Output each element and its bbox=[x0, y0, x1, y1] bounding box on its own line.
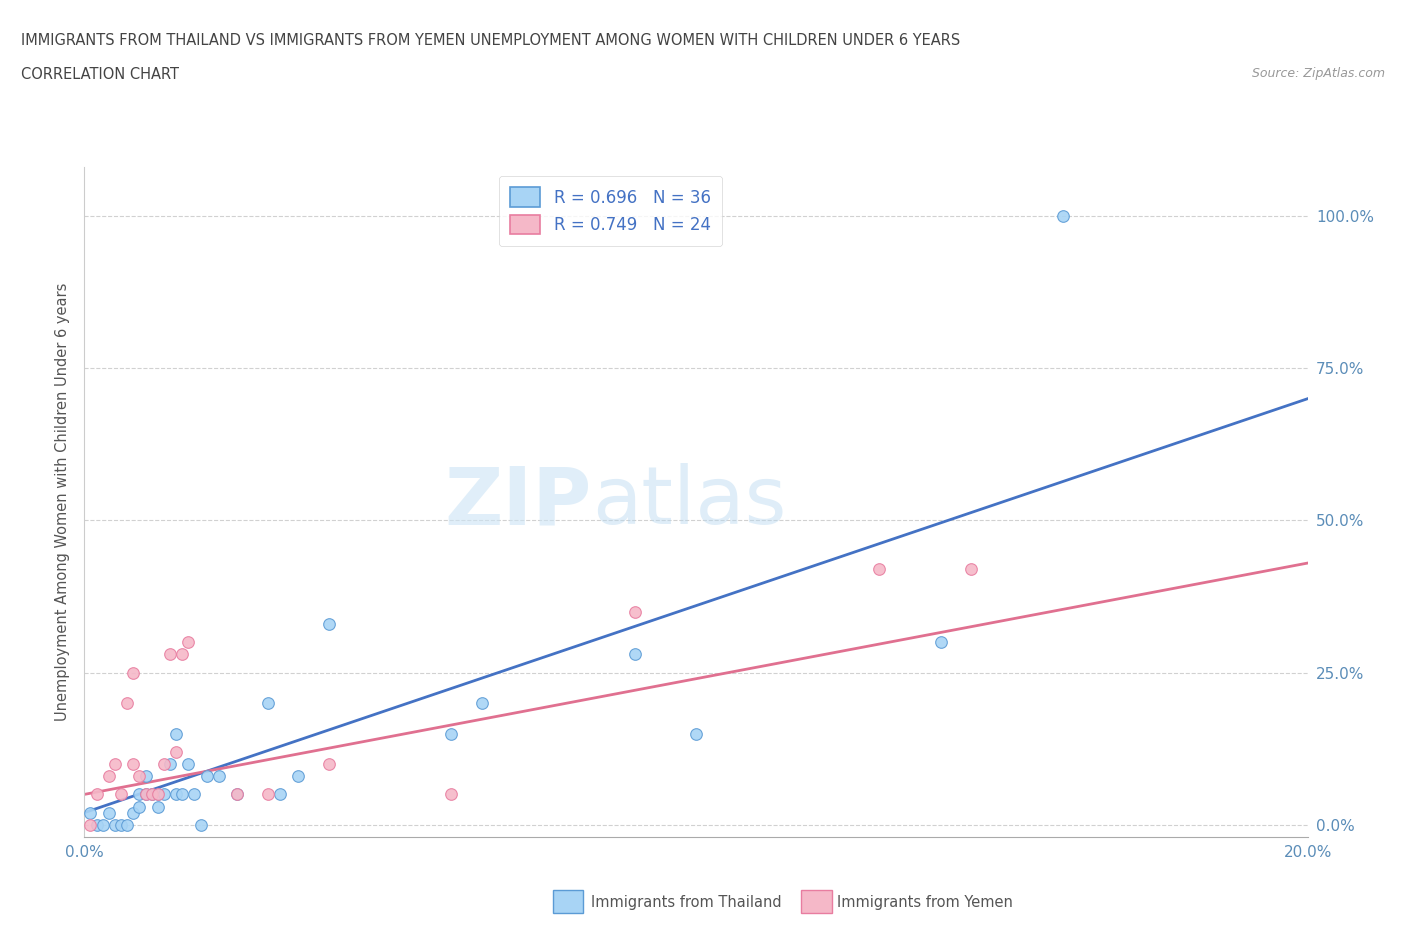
Text: ZIP: ZIP bbox=[444, 463, 592, 541]
Point bbox=[318, 617, 340, 631]
Point bbox=[177, 756, 200, 771]
Point bbox=[183, 787, 205, 802]
Legend: R = 0.696   N = 36, R = 0.749   N = 24: R = 0.696 N = 36, R = 0.749 N = 24 bbox=[499, 176, 723, 246]
Text: Source: ZipAtlas.com: Source: ZipAtlas.com bbox=[1251, 67, 1385, 80]
Point bbox=[146, 787, 169, 802]
Point bbox=[86, 817, 108, 832]
Point bbox=[869, 562, 891, 577]
Point bbox=[79, 805, 101, 820]
Point bbox=[172, 787, 194, 802]
Point bbox=[128, 799, 150, 814]
Point bbox=[110, 817, 132, 832]
Point bbox=[135, 787, 157, 802]
Point bbox=[685, 726, 707, 741]
Point bbox=[165, 744, 187, 759]
Point bbox=[440, 787, 463, 802]
Point bbox=[165, 726, 187, 741]
Point bbox=[208, 769, 231, 784]
Point bbox=[141, 787, 163, 802]
Text: Immigrants from Yemen: Immigrants from Yemen bbox=[837, 895, 1012, 910]
Point bbox=[146, 799, 169, 814]
Y-axis label: Unemployment Among Women with Children Under 6 years: Unemployment Among Women with Children U… bbox=[55, 283, 70, 722]
Point bbox=[159, 756, 181, 771]
Point bbox=[128, 769, 150, 784]
Point bbox=[91, 817, 114, 832]
Text: atlas: atlas bbox=[592, 463, 786, 541]
Point bbox=[624, 647, 647, 662]
Point bbox=[624, 604, 647, 619]
Point bbox=[104, 756, 127, 771]
Point bbox=[226, 787, 249, 802]
Point bbox=[159, 647, 181, 662]
Point bbox=[122, 805, 145, 820]
Point bbox=[128, 787, 150, 802]
Point bbox=[172, 647, 194, 662]
Point bbox=[257, 787, 280, 802]
Point bbox=[86, 787, 108, 802]
Point bbox=[165, 787, 187, 802]
Point bbox=[146, 787, 169, 802]
Point bbox=[115, 817, 138, 832]
Point bbox=[226, 787, 249, 802]
Point bbox=[141, 787, 163, 802]
Point bbox=[122, 756, 145, 771]
Point bbox=[110, 787, 132, 802]
Point bbox=[97, 805, 120, 820]
Point bbox=[269, 787, 291, 802]
Point bbox=[190, 817, 212, 832]
Point bbox=[960, 562, 983, 577]
Point bbox=[471, 696, 494, 711]
Point bbox=[318, 756, 340, 771]
Point bbox=[135, 769, 157, 784]
Point bbox=[929, 635, 952, 650]
Point bbox=[195, 769, 218, 784]
Text: CORRELATION CHART: CORRELATION CHART bbox=[21, 67, 179, 82]
Point bbox=[122, 665, 145, 680]
Point bbox=[1052, 208, 1074, 223]
Point bbox=[104, 817, 127, 832]
Point bbox=[79, 817, 101, 832]
Point bbox=[287, 769, 309, 784]
Point bbox=[153, 756, 176, 771]
Point bbox=[440, 726, 463, 741]
Point bbox=[97, 769, 120, 784]
Point bbox=[257, 696, 280, 711]
Point bbox=[135, 787, 157, 802]
Point bbox=[115, 696, 138, 711]
Text: Immigrants from Thailand: Immigrants from Thailand bbox=[591, 895, 782, 910]
Text: IMMIGRANTS FROM THAILAND VS IMMIGRANTS FROM YEMEN UNEMPLOYMENT AMONG WOMEN WITH : IMMIGRANTS FROM THAILAND VS IMMIGRANTS F… bbox=[21, 33, 960, 47]
Point bbox=[177, 635, 200, 650]
Point bbox=[153, 787, 176, 802]
